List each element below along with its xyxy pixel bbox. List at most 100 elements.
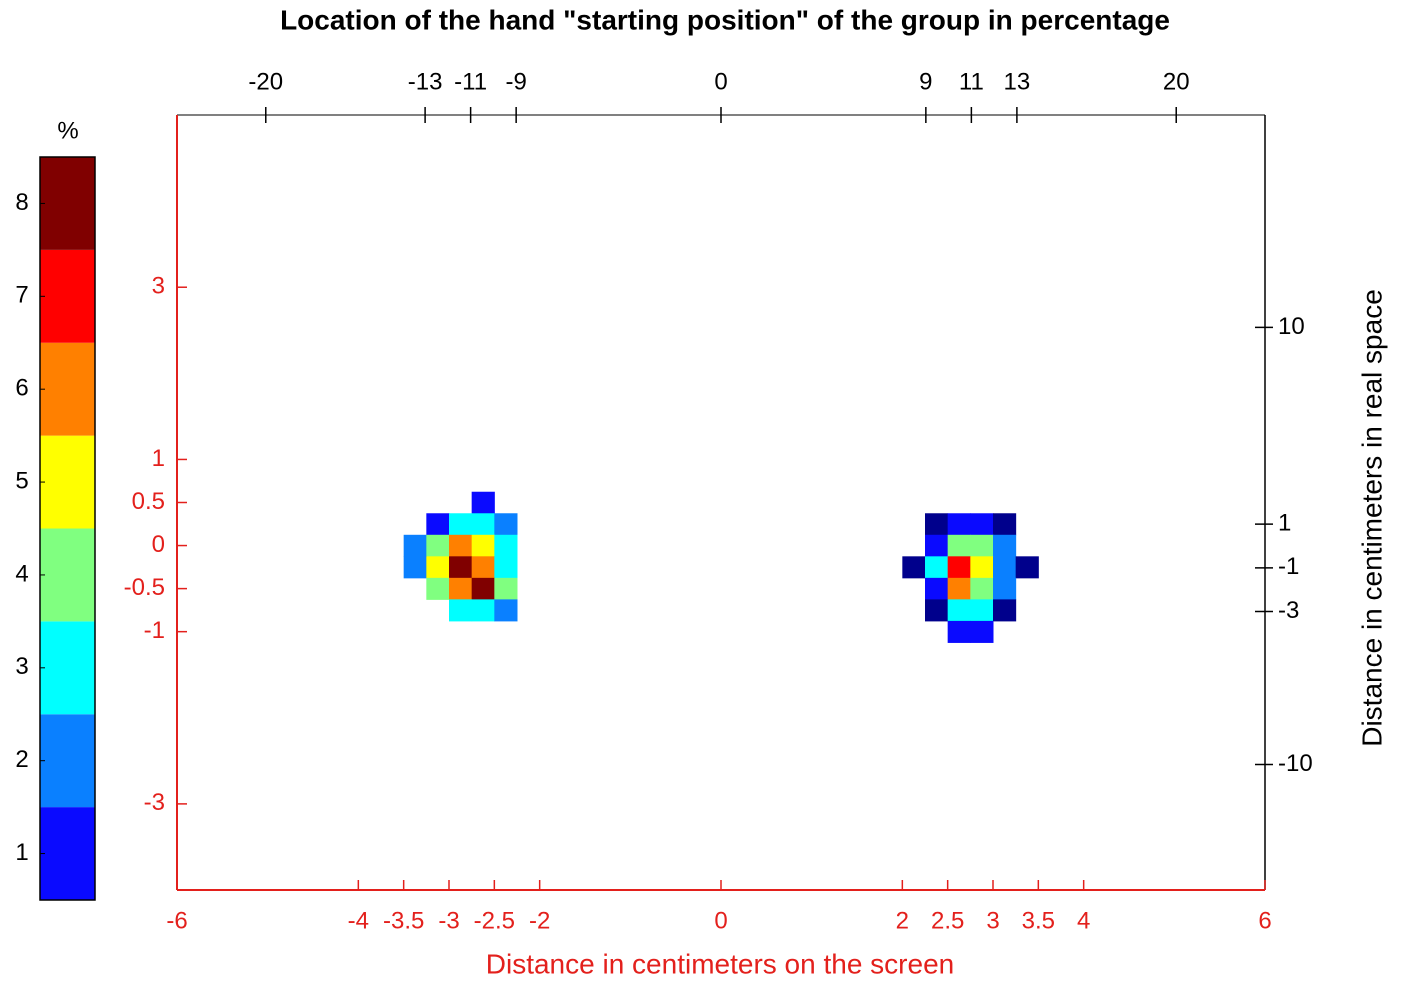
x-tick-label: 6 <box>1258 907 1271 934</box>
heatmap-cell <box>925 556 949 579</box>
heatmap-cell <box>471 534 495 557</box>
heatmap-cell <box>947 513 971 536</box>
y-tick-label: 3 <box>152 273 165 300</box>
heatmap-cell <box>494 513 518 536</box>
y-tick-label: 1 <box>152 445 165 472</box>
y2-tick-label: -10 <box>1278 750 1313 777</box>
heatmap-cell <box>494 599 518 622</box>
x2-tick-label: 9 <box>919 68 932 95</box>
heatmap-cell <box>426 534 450 557</box>
heatmap-cell <box>449 556 473 579</box>
colorbar-tick-label: 4 <box>15 560 28 587</box>
heatmap-cell <box>947 577 971 600</box>
x2-tick-label: 11 <box>959 68 984 95</box>
x-tick-label: 4 <box>1077 907 1090 934</box>
heatmap-cell <box>993 556 1017 579</box>
heatmap-cell <box>970 534 994 557</box>
heatmap-cell <box>925 534 949 557</box>
y-tick-label: -0.5 <box>124 574 165 601</box>
heatmap-cell <box>471 556 495 579</box>
y-tick-label: -1 <box>144 617 165 644</box>
x2-tick-label: 0 <box>714 68 727 95</box>
x-tick-label: -3 <box>438 907 459 934</box>
heatmap-cell <box>426 577 450 600</box>
colorbar-bin <box>40 435 95 529</box>
y2-axis-label: Distance in centimeters in real space <box>1356 289 1387 747</box>
colorbar-tick-label: 2 <box>15 746 28 773</box>
heatmap-cell <box>449 577 473 600</box>
y-tick-label: 0 <box>152 531 165 558</box>
heatmap-cell <box>494 556 518 579</box>
heatmap-cell <box>902 556 926 579</box>
y2-tick-label: 1 <box>1278 509 1291 536</box>
heatmap-cell <box>1015 556 1039 579</box>
colorbar-bin <box>40 342 95 436</box>
heatmap-cell <box>970 513 994 536</box>
heatmap-cell <box>449 534 473 557</box>
heatmap-cell <box>426 513 450 536</box>
heatmap-cell <box>947 599 971 622</box>
x-tick-label: -4 <box>348 907 369 934</box>
colorbar-label: % <box>57 117 78 144</box>
x-tick-label: -2.5 <box>474 907 515 934</box>
x-tick-label: 2 <box>896 907 909 934</box>
colorbar-tick-label: 8 <box>15 189 28 216</box>
x-tick-label: 2.5 <box>931 907 964 934</box>
heatmap-cell <box>970 577 994 600</box>
x-tick-label: -6 <box>166 907 187 934</box>
colorbar-bin <box>40 714 95 808</box>
x2-tick-label: -11 <box>454 68 487 95</box>
y2-tick-label: 10 <box>1278 313 1305 340</box>
y-tick-label: 0.5 <box>132 488 165 515</box>
x-tick-label: 3 <box>986 907 999 934</box>
colorbar-frame <box>39 156 96 901</box>
x-tick-label: 0 <box>714 907 727 934</box>
heatmap-cell <box>970 556 994 579</box>
x-axis-label: Distance in centimeters on the screen <box>486 948 954 979</box>
colorbar-tick-label: 7 <box>15 282 28 309</box>
chart-title: Location of the hand "starting position"… <box>280 4 1170 35</box>
heatmap-cell <box>426 556 450 579</box>
x2-tick-label: 20 <box>1163 68 1190 95</box>
colorbar-bin <box>40 807 95 900</box>
heatmap-cell <box>993 577 1017 600</box>
heatmap-cell <box>970 599 994 622</box>
heatmap-cell <box>494 534 518 557</box>
x2-tick-label: -9 <box>505 68 526 95</box>
heatmap-cell <box>494 577 518 600</box>
heatmap-cell <box>449 599 473 622</box>
heatmap-cell <box>403 534 427 557</box>
colorbar-tick-label: 6 <box>15 375 28 402</box>
colorbar-tick-label: 5 <box>15 467 28 494</box>
heatmap-cell <box>947 620 971 643</box>
heatmap-cell <box>947 534 971 557</box>
x-tick-label: -3.5 <box>383 907 424 934</box>
heatmap-cell <box>471 491 495 514</box>
heatmap-cell <box>993 534 1017 557</box>
y2-tick-label: -3 <box>1278 597 1299 624</box>
y-tick-label: -3 <box>144 789 165 816</box>
heatmap-cell <box>993 513 1017 536</box>
heatmap-cell <box>970 620 994 643</box>
heatmap-cell <box>993 599 1017 622</box>
heatmap-cell <box>471 599 495 622</box>
x-tick-label: 3.5 <box>1022 907 1055 934</box>
heatmap-cell <box>471 577 495 600</box>
heatmap-cell <box>925 599 949 622</box>
heatmap-cell <box>947 556 971 579</box>
x2-tick-label: -20 <box>248 68 283 95</box>
colorbar-tick-label: 1 <box>15 839 28 866</box>
heatmap-cell <box>925 513 949 536</box>
colorbar-tick-label: 3 <box>15 653 28 680</box>
colorbar-bin <box>40 621 95 715</box>
x-tick-label: -2 <box>529 907 550 934</box>
heatmap-cell <box>403 556 427 579</box>
heatmap-cell <box>471 513 495 536</box>
y2-tick-label: -1 <box>1278 553 1299 580</box>
heatmap-cell <box>449 513 473 536</box>
colorbar-bin <box>40 249 95 343</box>
x2-tick-label: -13 <box>408 68 443 95</box>
colorbar-bin <box>40 157 95 250</box>
